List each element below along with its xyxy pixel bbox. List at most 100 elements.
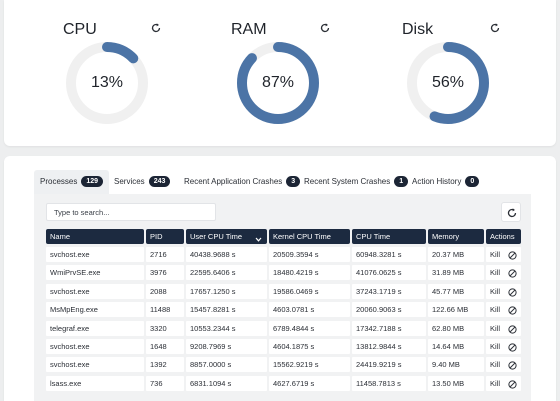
cell-name: lsass.exe bbox=[46, 375, 144, 391]
block-icon[interactable] bbox=[508, 324, 517, 334]
disk-gauge: Disk 56% bbox=[397, 0, 560, 146]
kill-button[interactable]: Kill bbox=[490, 323, 501, 333]
kill-button[interactable]: Kill bbox=[490, 268, 501, 278]
block-icon[interactable] bbox=[508, 268, 517, 278]
cell-name: svchost.exe bbox=[46, 283, 144, 299]
ram-refresh-button[interactable] bbox=[319, 22, 333, 36]
tab-recent-system-crashes[interactable]: Recent System Crashes 1 bbox=[304, 170, 409, 194]
column-header-kernel-cpu-time[interactable]: Kernel CPU Time bbox=[269, 229, 350, 244]
cell-pid: 3320 bbox=[146, 320, 184, 336]
cell-user-cpu-time: 10553.2344 s bbox=[186, 320, 267, 336]
search-input[interactable] bbox=[46, 203, 216, 221]
kill-button[interactable]: Kill bbox=[490, 305, 501, 315]
column-header-label: CPU Time bbox=[356, 232, 391, 241]
cell-actions: Kill bbox=[486, 247, 521, 262]
column-header-cpu-time[interactable]: CPU Time bbox=[352, 229, 426, 244]
cell-memory: 31.89 MB bbox=[428, 265, 484, 281]
ram-usage-value: 87% bbox=[261, 74, 295, 91]
ram-gauge-title: RAM bbox=[231, 21, 267, 38]
column-header-label: Actions bbox=[490, 232, 515, 241]
disk-ring-fill bbox=[407, 42, 489, 124]
refresh-icon bbox=[151, 23, 161, 33]
cell-actions: Kill bbox=[486, 339, 521, 354]
column-header-label: PID bbox=[150, 232, 163, 241]
column-header-label: Name bbox=[50, 232, 71, 241]
column-header-memory[interactable]: Memory bbox=[428, 229, 484, 244]
cell-name: svchost.exe bbox=[46, 339, 144, 354]
cpu-ring-fill bbox=[66, 42, 148, 124]
cell-actions: Kill bbox=[486, 320, 521, 336]
column-header-user-cpu-time[interactable]: User CPU Time bbox=[186, 229, 267, 244]
ram-usage-ring bbox=[237, 42, 319, 124]
column-header-actions: Actions bbox=[486, 229, 521, 244]
disk-gauge-title: Disk bbox=[402, 21, 434, 38]
cell-actions: Kill bbox=[486, 283, 521, 299]
tab-services[interactable]: Services 243 bbox=[114, 170, 171, 194]
tab-label: Processes bbox=[40, 177, 78, 186]
tab-label: Action History bbox=[412, 177, 462, 186]
cell-actions: Kill bbox=[486, 265, 521, 281]
block-icon[interactable] bbox=[508, 360, 517, 370]
cell-name: WmiPrvSE.exe bbox=[46, 265, 144, 281]
cell-kernel-cpu-time: 4603.0781 s bbox=[269, 302, 350, 318]
kill-button[interactable]: Kill bbox=[490, 378, 501, 388]
cpu-refresh-button[interactable] bbox=[150, 22, 164, 36]
cell-cpu-time: 11458.7813 s bbox=[352, 375, 426, 391]
tab-count-badge: 1 bbox=[394, 176, 409, 188]
cell-user-cpu-time: 8857.0000 s bbox=[186, 357, 267, 373]
cell-memory: 45.77 MB bbox=[428, 283, 484, 299]
tab-label: Services bbox=[114, 177, 145, 186]
cell-cpu-time: 24419.9219 s bbox=[352, 357, 426, 373]
tab-count-badge: 129 bbox=[81, 176, 104, 188]
column-header-pid[interactable]: PID bbox=[146, 229, 184, 244]
cell-memory: 62.80 MB bbox=[428, 320, 484, 336]
block-icon[interactable] bbox=[508, 379, 517, 389]
kill-button[interactable]: Kill bbox=[490, 342, 501, 351]
tab-action-history[interactable]: Action History 0 bbox=[412, 170, 480, 194]
cell-name: svchost.exe bbox=[46, 247, 144, 262]
kill-button[interactable]: Kill bbox=[490, 286, 501, 296]
disk-refresh-button[interactable] bbox=[489, 22, 503, 36]
column-header-name[interactable]: Name bbox=[46, 229, 144, 244]
block-icon[interactable] bbox=[508, 305, 517, 315]
block-icon[interactable] bbox=[508, 250, 517, 260]
cell-user-cpu-time: 22595.6406 s bbox=[186, 265, 267, 281]
tab-processes[interactable]: Processes 129 bbox=[34, 170, 110, 195]
block-icon[interactable] bbox=[508, 287, 517, 297]
cell-cpu-time: 13812.9844 s bbox=[352, 339, 426, 354]
ram-gauge: RAM 87% bbox=[227, 0, 397, 146]
processes-tab-content: Name PID User CPU Time Kernel CPU Time CPU T… bbox=[34, 194, 531, 401]
disk-usage-ring bbox=[407, 42, 489, 124]
cell-kernel-cpu-time: 18480.4219 s bbox=[269, 265, 350, 281]
cell-actions: Kill bbox=[486, 375, 521, 391]
kill-button[interactable]: Kill bbox=[490, 250, 501, 259]
cell-pid: 1648 bbox=[146, 339, 184, 354]
tab-label: Recent System Crashes bbox=[304, 177, 391, 186]
cell-memory: 9.40 MB bbox=[428, 357, 484, 373]
column-header-label: Memory bbox=[432, 232, 460, 241]
refresh-icon bbox=[507, 208, 517, 218]
block-icon[interactable] bbox=[508, 342, 517, 352]
tab-recent-application-crashes[interactable]: Recent Application Crashes 3 bbox=[184, 170, 301, 194]
chevron-down-icon bbox=[255, 233, 262, 248]
refresh-icon bbox=[490, 23, 500, 33]
cell-pid: 736 bbox=[146, 375, 184, 391]
disk-usage-value: 56% bbox=[431, 74, 465, 91]
cell-pid: 2088 bbox=[146, 283, 184, 299]
cell-cpu-time: 20060.9063 s bbox=[352, 302, 426, 318]
cell-kernel-cpu-time: 4627.6719 s bbox=[269, 375, 350, 391]
tab-label: Recent Application Crashes bbox=[184, 177, 283, 186]
kill-button[interactable]: Kill bbox=[490, 360, 501, 370]
cpu-gauge-title: CPU bbox=[63, 21, 97, 38]
table-refresh-button[interactable] bbox=[501, 202, 521, 222]
cpu-usage-ring bbox=[66, 42, 148, 124]
tab-count-badge: 243 bbox=[148, 176, 171, 188]
process-panel: Processes 129 Services 243 Recent Applicatio… bbox=[4, 156, 556, 401]
cell-memory: 122.66 MB bbox=[428, 302, 484, 318]
cell-memory: 13.50 MB bbox=[428, 375, 484, 391]
resource-gauges-card: CPU 13% RAM 87% Disk 56% bbox=[4, 0, 556, 146]
cell-kernel-cpu-time: 6789.4844 s bbox=[269, 320, 350, 336]
cell-user-cpu-time: 9208.7969 s bbox=[186, 339, 267, 354]
cell-actions: Kill bbox=[486, 302, 521, 318]
column-header-label: User CPU Time bbox=[190, 232, 243, 241]
